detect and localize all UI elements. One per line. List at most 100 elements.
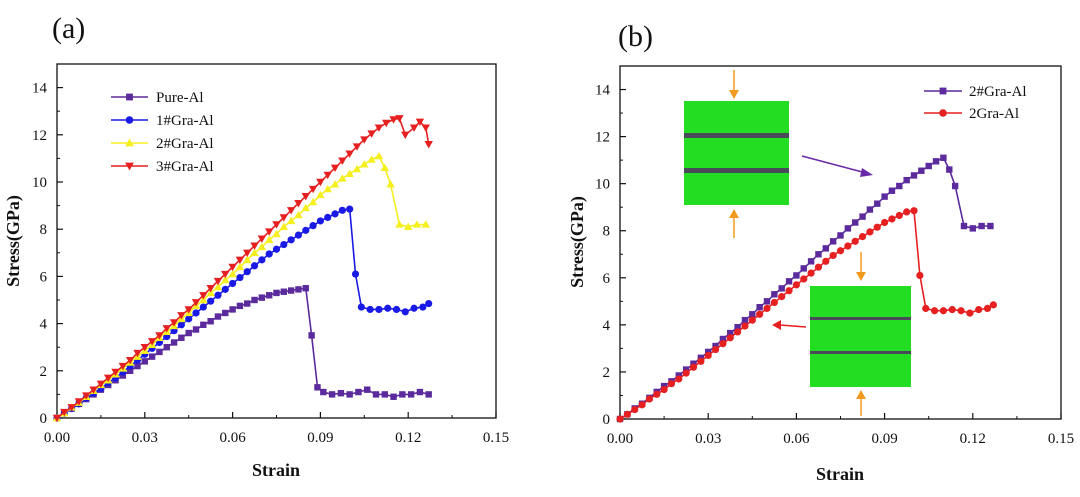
data-point [800,275,808,283]
data-point [675,375,683,383]
data-point [272,229,281,238]
data-point [380,163,389,172]
arrowhead-icon [856,272,866,281]
data-point [785,278,793,285]
data-point [207,318,214,325]
y-tick-label: 6 [603,271,611,287]
data-point [866,228,874,236]
x-tick-label: 0.03 [695,431,721,447]
y-tick-label: 14 [595,83,611,99]
data-point [286,216,296,225]
legend-label: Pure-Al [156,90,204,106]
data-point [243,268,251,276]
data-point [815,251,822,258]
data-point [258,256,266,264]
y-tick-label: 2 [603,365,611,381]
data-point [199,303,207,311]
legend-entry-1-gra-al: 1#Gra-Al [111,113,213,129]
inset-model-lower [772,252,911,416]
graphene-layer [684,133,789,138]
data-point [425,391,432,398]
data-point [140,344,149,352]
data-point [185,329,192,337]
data-point [392,305,401,314]
data-point [851,237,859,245]
series-line [619,209,994,420]
data-point [859,213,866,220]
data-point [316,190,325,199]
data-point [74,398,84,406]
data-point [309,222,317,230]
x-tick-label: 0.03 [132,430,158,446]
legend-entry-2-gra-al: 2#Gra-Al [111,136,213,152]
y-tick-label: 2 [40,364,48,380]
data-point [925,162,932,170]
data-point [199,295,208,304]
data-point [308,185,318,194]
data-point [191,299,201,307]
data-point [345,150,354,158]
legend-entry-2gra-al: 2Gra-Al [924,106,1019,122]
arrowhead-icon [772,320,781,330]
data-point [316,217,324,225]
data-point [719,335,727,343]
data-point [178,334,185,341]
data-point [221,270,230,279]
data-point [807,258,815,265]
legend-marker [125,162,134,171]
data-point [939,307,948,315]
legend-label: 2#Gra-Al [156,136,213,152]
data-point [771,291,778,298]
series-layer-b [616,154,997,423]
data-point [213,282,223,291]
data-point [401,308,409,316]
y-tick-label: 10 [32,175,47,191]
data-point [155,332,164,340]
pointer-arrow-icon [779,324,807,328]
series-1-gra-al [53,205,433,422]
data-point [338,206,346,214]
data-point [916,271,924,280]
x-tick-label: 0.00 [44,430,70,446]
data-point [360,160,369,168]
data-point [866,206,874,213]
data-point [989,301,997,309]
legend-label: 2#Gra-Al [969,84,1026,100]
data-point [367,155,376,163]
data-point [888,187,896,194]
data-point [177,321,185,329]
data-point [697,357,705,365]
data-point [844,242,852,250]
data-point [903,176,910,184]
arrowhead-icon [860,168,873,177]
data-point [280,240,288,249]
data-point [345,169,354,177]
data-point [987,222,994,230]
data-point [407,391,415,398]
data-point [250,262,259,270]
data-point [756,310,764,318]
data-point [399,391,406,398]
data-point [170,339,178,346]
data-point [265,292,273,299]
data-point [222,309,229,317]
data-point [948,305,956,314]
data-point [415,118,425,127]
data-point [734,324,741,331]
data-point [910,172,918,179]
data-point [192,326,200,333]
data-point [749,311,756,318]
data-point [895,211,903,220]
data-point [133,349,142,358]
legend-entry-2-gra-al-hash: 2#Gra-Al [924,84,1026,100]
data-point [741,322,749,330]
x-tick-label: 0.15 [1048,431,1074,447]
data-point [792,281,801,289]
x-tick-label: 0.12 [960,431,986,447]
data-point [214,291,222,299]
data-point [814,263,823,271]
data-point [623,410,631,418]
data-point [294,231,303,239]
pointer-arrow-icon [801,155,867,174]
data-point [966,309,974,317]
